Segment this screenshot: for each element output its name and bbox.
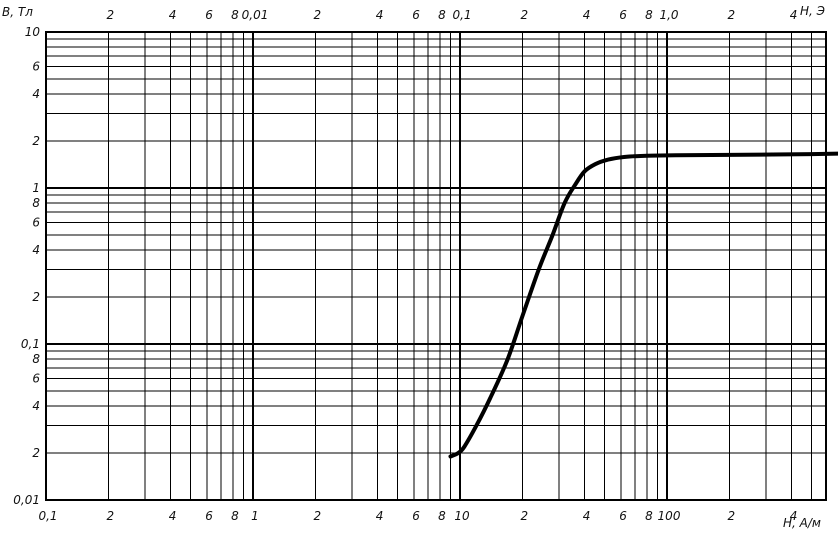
x-tick-label-bottom: 4 (790, 509, 798, 523)
x-tick-label-bottom: 1 (251, 509, 259, 523)
y-tick-label: 0,01 (13, 493, 40, 507)
magnetization-curve (448, 151, 838, 459)
y-tick-label: 2 (32, 446, 40, 460)
y-tick-label: 2 (32, 134, 40, 148)
x-tick-label-bottom: 8 (438, 509, 446, 523)
x-tick-label-top: 8 (645, 8, 653, 22)
x-tick-label-top: 4 (790, 8, 798, 22)
x-tick-label-bottom: 6 (619, 509, 627, 523)
x-tick-label-bottom: 10 (454, 509, 470, 523)
x-tick-label-top: 2 (727, 8, 735, 22)
x-tick-label-top: 6 (619, 8, 627, 22)
x-tick-label-top: 4 (376, 8, 384, 22)
x-tick-label-top: 2 (106, 8, 114, 22)
x-tick-label-bottom: 4 (583, 509, 591, 523)
x-tick-label-top: 1,0 (659, 8, 678, 22)
x-axis-label-bottom: H, А/м (783, 516, 821, 530)
x-tick-label-bottom: 6 (412, 509, 420, 523)
plot-frame (45, 31, 827, 501)
x-tick-label-top: 2 (520, 8, 528, 22)
x-tick-label-bottom: 2 (727, 509, 735, 523)
x-tick-label-top: 0,1 (452, 8, 471, 22)
x-tick-label-bottom: 2 (106, 509, 114, 523)
x-axis-label-top: H, Э (800, 4, 826, 18)
y-tick-label: 1 (32, 181, 40, 195)
grid (45, 32, 826, 501)
y-tick-label: 0,1 (21, 337, 40, 351)
y-tick-label: 6 (32, 216, 40, 230)
x-tick-label-bottom: 4 (169, 509, 177, 523)
x-tick-label-top: 0,01 (242, 8, 269, 22)
y-tick-label: 4 (32, 243, 40, 257)
y-tick-label: 10 (25, 25, 41, 39)
x-tick-label-bottom: 2 (313, 509, 321, 523)
x-tick-label-top: 6 (412, 8, 420, 22)
x-tick-label-top: 8 (438, 8, 446, 22)
y-tick-label: 8 (32, 352, 40, 366)
x-tick-label-bottom: 4 (376, 509, 384, 523)
y-tick-label: 6 (32, 372, 40, 386)
x-tick-label-bottom: 6 (205, 509, 213, 523)
x-tick-label-top: 4 (169, 8, 177, 22)
y-tick-label: 4 (32, 87, 40, 101)
x-tick-label-bottom: 100 (658, 509, 681, 523)
x-tick-label-top: 2 (313, 8, 321, 22)
x-tick-label-bottom: 2 (520, 509, 528, 523)
x-tick-label-top: 6 (205, 8, 213, 22)
x-tick-label-top: 4 (583, 8, 591, 22)
y-tick-label: 6 (32, 60, 40, 74)
y-tick-label: 2 (32, 290, 40, 304)
x-tick-label-bottom: 8 (645, 509, 653, 523)
y-tick-label: 8 (32, 196, 40, 210)
x-tick-label-bottom: 8 (231, 509, 239, 523)
y-axis-label: B, Тл (2, 5, 33, 19)
x-tick-label-bottom: 0,1 (38, 509, 57, 523)
y-tick-label: 4 (32, 399, 40, 413)
x-tick-label-top: 8 (231, 8, 239, 22)
